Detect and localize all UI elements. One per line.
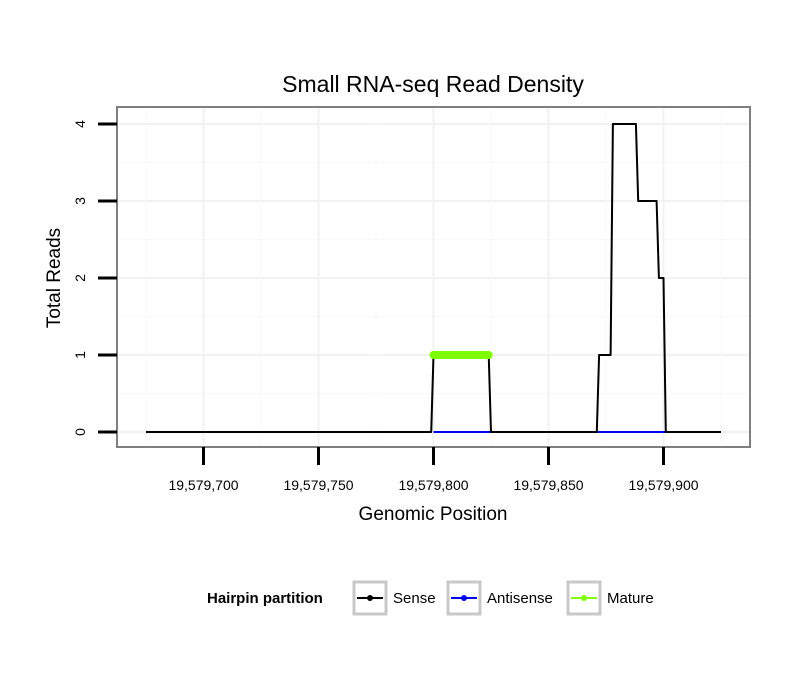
y-tick-label-3: 3 <box>72 197 88 205</box>
x-tick-label-1: 19,579,750 <box>283 477 353 493</box>
legend-dot-0 <box>367 595 373 601</box>
x-tick-label-3: 19,579,850 <box>513 477 583 493</box>
y-tick-label-4: 4 <box>72 120 88 128</box>
legend-title: Hairpin partition <box>207 590 323 607</box>
legend-dot-2 <box>581 595 587 601</box>
series-layer <box>145 123 722 433</box>
x-tick-label-0: 19,579,700 <box>168 477 238 493</box>
legend-label-0: Sense <box>393 590 436 607</box>
x-axis-title: Genomic Position <box>359 504 508 525</box>
x-tick-label-2: 19,579,800 <box>398 477 468 493</box>
legend: Hairpin partition Sense Antisense Mature <box>207 580 654 616</box>
y-axis: 0 1 2 3 4 <box>72 120 117 436</box>
legend-label-2: Mature <box>607 590 654 607</box>
chart-title: Small RNA-seq Read Density <box>282 71 584 97</box>
legend-label-1: Antisense <box>487 590 553 607</box>
x-axis: 19,579,700 19,579,750 19,579,800 19,579,850… <box>168 447 699 493</box>
x-tick-label-4: 19,579,900 <box>628 477 698 493</box>
legend-dot-1 <box>461 595 467 601</box>
y-tick-label-1: 1 <box>72 351 88 359</box>
y-tick-label-2: 2 <box>72 274 88 282</box>
y-tick-label-0: 0 <box>72 428 88 436</box>
y-axis-title: Total Reads <box>44 228 65 328</box>
